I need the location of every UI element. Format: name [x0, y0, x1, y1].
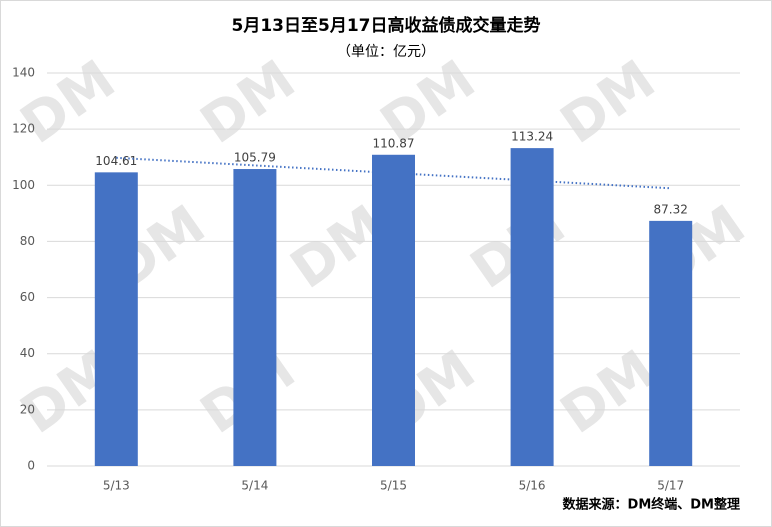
bar [233, 169, 277, 467]
value-label: 87.32 [654, 202, 688, 216]
y-tick-label: 140 [12, 66, 35, 80]
y-tick-label: 0 [27, 459, 35, 473]
value-label: 113.24 [511, 130, 553, 144]
y-tick-label: 60 [20, 290, 35, 304]
value-label: 104.61 [95, 154, 137, 168]
x-tick-label: 5/14 [241, 479, 268, 493]
bar [372, 154, 415, 466]
x-tick-label: 5/16 [519, 479, 546, 493]
trendline [116, 156, 671, 190]
source-note: 数据来源：DM终端、DM整理 [563, 497, 740, 513]
bar [94, 172, 138, 466]
x-tick-label: 5/15 [380, 479, 407, 493]
chart-title: 5月13日至5月17日高收益债成交量走势 [232, 15, 541, 36]
x-tick-label: 5/13 [103, 479, 130, 493]
y-tick-label: 20 [20, 402, 35, 416]
y-tick-label: 100 [12, 178, 35, 192]
y-tick-label: 80 [20, 234, 35, 248]
y-tick-label: 120 [12, 122, 35, 136]
x-tick-label: 5/17 [657, 479, 684, 493]
chart-subtitle: （单位：亿元） [337, 44, 435, 60]
bar [510, 148, 554, 466]
bar [649, 220, 693, 466]
value-label: 110.87 [373, 136, 415, 150]
value-label: 105.79 [234, 151, 276, 165]
y-tick-label: 40 [20, 346, 35, 360]
